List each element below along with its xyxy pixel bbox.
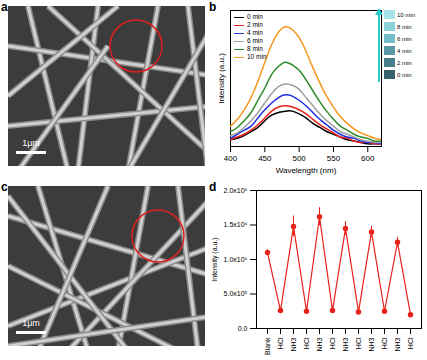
html-text:8 min: 8 min [397, 23, 412, 30]
svg-text:550: 550 [327, 154, 341, 163]
svg-text:HCl: HCl [407, 337, 414, 349]
svg-text:Wavelength (nm): Wavelength (nm) [276, 166, 337, 175]
svg-text:1.5x10⁶: 1.5x10⁶ [224, 221, 248, 228]
svg-text:NH3: NH3 [290, 337, 297, 351]
html-text:4 min: 4 min [397, 47, 412, 54]
html-text:4 min: 4 min [247, 29, 263, 36]
svg-text:Intensity (a.u.): Intensity (a.u.) [217, 53, 226, 104]
svg-text:NH3: NH3 [394, 337, 401, 351]
svg-text:1μm: 1μm [22, 138, 40, 148]
html-text:2 min: 2 min [247, 21, 263, 28]
svg-text:Blank: Blank [264, 337, 271, 355]
html-text:6 min: 6 min [397, 35, 412, 42]
svg-text:HCl: HCl [277, 337, 284, 349]
svg-text:NH3: NH3 [316, 337, 323, 351]
html-text:d: d [209, 180, 217, 194]
svg-text:500: 500 [292, 154, 306, 163]
svg-text:Intensity (a.u.): Intensity (a.u.) [211, 237, 219, 281]
svg-text:NH3: NH3 [342, 337, 349, 351]
svg-text:0.0: 0.0 [238, 325, 248, 332]
svg-text:2.0x10⁶: 2.0x10⁶ [224, 187, 248, 194]
html-text:6 min: 6 min [247, 37, 263, 44]
html-text:0 min: 0 min [397, 71, 412, 78]
svg-text:HCl: HCl [329, 337, 336, 349]
html-text:2 min: 2 min [397, 59, 412, 66]
svg-text:1.0x10⁶: 1.0x10⁶ [224, 256, 248, 263]
html-text:c: c [1, 180, 8, 194]
svg-text:5.0x10⁵: 5.0x10⁵ [224, 290, 248, 297]
html-text:b: b [209, 0, 217, 14]
html-text:10 min: 10 min [247, 53, 267, 60]
svg-text:1μm: 1μm [22, 318, 40, 328]
html-text:8 min: 8 min [247, 45, 263, 52]
html-text:a: a [1, 0, 8, 14]
svg-text:450: 450 [258, 154, 272, 163]
svg-text:HCl: HCl [355, 337, 362, 349]
html-text:0 min: 0 min [247, 13, 263, 20]
svg-text:HCl: HCl [381, 337, 388, 349]
svg-text:NH3: NH3 [368, 337, 375, 351]
svg-text:400: 400 [224, 154, 238, 163]
html-text:10 min: 10 min [397, 11, 415, 18]
svg-text:HCl: HCl [303, 337, 310, 349]
svg-text:600: 600 [361, 154, 375, 163]
